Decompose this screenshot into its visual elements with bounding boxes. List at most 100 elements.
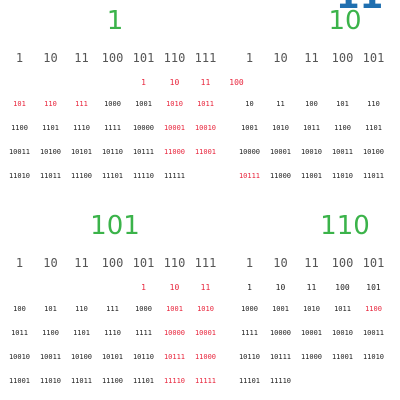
number-row: 1 10 11 100 101 <box>234 277 400 297</box>
header-row: 1 10 11 100 101 110 111 <box>4 44 230 72</box>
number-cell: 10 <box>245 100 254 108</box>
number-cell: 1001 <box>241 124 258 132</box>
number-cell: 1111 <box>104 124 121 132</box>
number-cell: 101 <box>44 305 57 313</box>
panel-1: 1 1 10 11 100 101 110 111 1 10 11 100 101 110 111 1000… <box>0 0 244 190</box>
number-row: 10011 10100 10101 10110 10111 11000 11001 <box>4 140 230 164</box>
number-cell: 1111 <box>135 329 152 337</box>
header-cell: 111 <box>194 256 217 270</box>
number-cell: 10 <box>169 77 180 87</box>
number-row: 101 110 111 1000 1001 1010 1011 <box>4 92 230 116</box>
number-cell: 1011 <box>334 305 351 313</box>
number-cell: 10100 <box>70 353 93 361</box>
number-cell: 111 <box>75 100 88 108</box>
number-cell: 11110 <box>269 377 292 385</box>
number-cell: 1010 <box>166 100 183 108</box>
number-cell: 11100 <box>70 172 93 180</box>
header-cell: 101 <box>362 256 385 270</box>
number-cell: 1011 <box>303 124 320 132</box>
number-cell: 101 <box>366 282 381 292</box>
number-cell: 11000 <box>163 148 186 156</box>
number-cell: 110 <box>367 100 380 108</box>
number-cell: 11 <box>200 282 211 292</box>
number-cell: 10110 <box>132 353 155 361</box>
number-cell: 10011 <box>8 148 31 156</box>
number-cell: 1101 <box>42 124 59 132</box>
header-cell: 10 <box>273 256 288 270</box>
number-cell: 10001 <box>300 329 323 337</box>
number-cell: 1010 <box>272 124 289 132</box>
number-cell: 11010 <box>331 172 354 180</box>
panel-10: 10 1 10 11 100 101 10 11 100 101 110 1001 1010 1011 1… <box>230 0 400 190</box>
number-row: 11010 11011 11100 11101 11110 11111 <box>4 164 230 188</box>
header-cell: 1 <box>15 51 24 65</box>
number-cell: 10000 <box>269 329 292 337</box>
number-row: 10111 11000 11001 11010 11011 <box>234 164 400 188</box>
header-cell: 110 <box>163 51 186 65</box>
header-cell: 10 <box>43 256 58 270</box>
number-row: 1001 1010 1011 1100 1101 <box>234 116 400 140</box>
number-cell: 11101 <box>238 377 261 385</box>
number-cell: 10111 <box>132 148 155 156</box>
number-row: 1011 1100 1101 1110 1111 10000 10001 <box>4 321 230 345</box>
header-cell: 1 <box>245 51 254 65</box>
number-cell: 11110 <box>163 377 186 385</box>
number-cell: 11010 <box>362 353 385 361</box>
number-cell: 10001 <box>269 148 292 156</box>
number-cell: 11011 <box>39 172 62 180</box>
number-row: 100 101 110 111 1000 1001 1010 <box>4 297 230 321</box>
number-cell: 10010 <box>194 124 217 132</box>
header-cell: 100 <box>101 51 124 65</box>
number-cell: 11001 <box>300 172 323 180</box>
header-cell: 100 <box>331 51 354 65</box>
number-cell: 111 <box>106 305 119 313</box>
header-cell: 101 <box>362 51 385 65</box>
number-cell: 11111 <box>163 172 186 180</box>
header-cell: 101 <box>132 256 155 270</box>
number-cell: 11010 <box>8 172 31 180</box>
number-cell: 110 <box>44 100 57 108</box>
number-cell: 10010 <box>300 148 323 156</box>
corner-title: 11 <box>336 0 400 14</box>
number-cell: 11100 <box>101 377 124 385</box>
number-cell: 10011 <box>362 329 385 337</box>
number-row: 11101 11110 <box>234 369 400 393</box>
number-cell: 10110 <box>238 353 261 361</box>
number-cell: 1101 <box>73 329 90 337</box>
number-cell: 10111 <box>163 353 186 361</box>
number-cell: 10100 <box>362 148 385 156</box>
panel-title: 10 <box>328 6 362 36</box>
number-row: 1 10 11 100 <box>4 72 244 92</box>
number-cell: 10011 <box>331 148 354 156</box>
number-cell: 1000 <box>241 305 258 313</box>
header-cell: 11 <box>74 256 89 270</box>
header-cell: 11 <box>304 51 319 65</box>
number-cell: 11101 <box>132 377 155 385</box>
number-cell: 10010 <box>331 329 354 337</box>
number-cell: 11101 <box>101 172 124 180</box>
number-cell: 10001 <box>194 329 217 337</box>
header-cell: 111 <box>194 51 217 65</box>
number-cell: 1001 <box>135 100 152 108</box>
number-cell: 100 <box>229 77 244 87</box>
number-cell: 1100 <box>334 124 351 132</box>
number-cell: 1110 <box>73 124 90 132</box>
header-cell: 10 <box>43 51 58 65</box>
number-cell: 10101 <box>70 148 93 156</box>
number-cell: 1100 <box>42 329 59 337</box>
number-row: 11001 11010 11011 11100 11101 11110 11111 <box>4 369 230 393</box>
header-cell: 101 <box>132 51 155 65</box>
header-cell: 1 <box>245 256 254 270</box>
header-row: 1 10 11 100 101 110 111 <box>4 249 230 277</box>
number-cell: 11010 <box>39 377 62 385</box>
panel-110: 110 1 10 11 100 101 1 10 11 100 101 1000 1001 1010 10… <box>230 205 400 395</box>
number-row: 1 10 11 <box>4 277 230 297</box>
number-cell: 1111 <box>241 329 258 337</box>
number-cell: 100 <box>335 282 350 292</box>
header-cell: 100 <box>101 256 124 270</box>
panel-101: 101 1 10 11 100 101 110 111 1 10 11 100 101 110 111 10… <box>0 205 230 395</box>
number-cell: 11011 <box>70 377 93 385</box>
panel-title: 101 <box>90 211 140 241</box>
number-grid: 1 10 11 100 101 1 10 11 100 101 1000 1001 1010 1011 11… <box>234 249 400 393</box>
number-grid: 1 10 11 100 101 110 111 1 10 11 100 101 110 111 1000 10… <box>4 249 230 393</box>
